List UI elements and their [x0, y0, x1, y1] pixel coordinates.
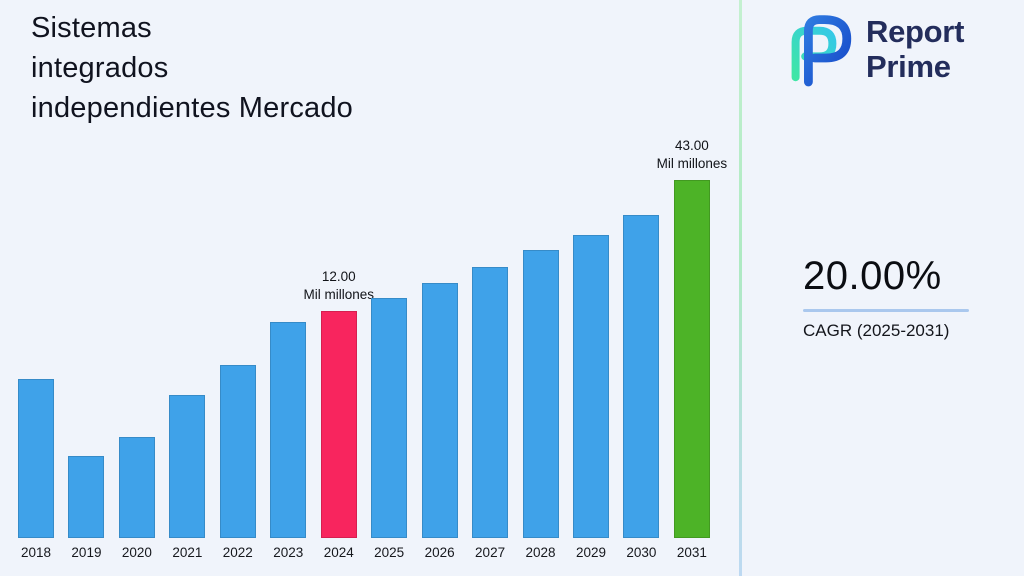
- x-axis-label: 2031: [676, 545, 707, 560]
- page-title: Sistemas integrados independientes Merca…: [31, 8, 353, 128]
- x-axis-label: 2028: [525, 545, 556, 560]
- cagr-value: 20.00%: [803, 254, 942, 298]
- x-axis-label: 2020: [121, 545, 152, 560]
- page-title-line: integrados: [31, 52, 169, 84]
- x-axis-label: 2025: [374, 545, 405, 560]
- bar-item: 2030: [623, 215, 660, 562]
- x-axis-label: 2024: [323, 545, 354, 560]
- bar-item: 2025: [371, 298, 408, 562]
- brand-name-line: Prime: [866, 49, 951, 84]
- x-axis-label: 2029: [575, 545, 606, 560]
- cagr-label: CAGR (2025-2031): [803, 321, 950, 340]
- x-axis-label: 2023: [273, 545, 304, 560]
- bar-item: 2026: [421, 283, 458, 562]
- page-title-line: Sistemas: [31, 12, 152, 44]
- x-axis-label: 2019: [71, 545, 102, 560]
- cagr-underline: [803, 309, 969, 312]
- x-axis-label: 2026: [424, 545, 455, 560]
- bar-2020: [118, 437, 155, 538]
- bar-2031: [673, 180, 710, 538]
- bar-2026: [421, 283, 458, 538]
- vertical-divider: [739, 0, 742, 576]
- bar-2021: [169, 395, 206, 538]
- bar-2023: [270, 322, 307, 538]
- bar-item: 2029: [572, 235, 609, 562]
- bar-2024: [320, 311, 357, 538]
- bar-2029: [572, 235, 609, 538]
- bar-item: 2028: [522, 250, 559, 562]
- bar-item: 12.00 Mil millones 2024: [303, 268, 374, 562]
- bar-item: 2027: [472, 267, 509, 562]
- bar-item: 2019: [68, 456, 105, 562]
- bar-2018: [18, 379, 54, 538]
- brand: Report Prime: [776, 10, 964, 90]
- bar-annotation: 12.00 Mil millones: [303, 268, 374, 302]
- brand-name-line: Report: [866, 14, 965, 50]
- bar-chart: 2018 2019 2020 2021 2022 2023 12.00 Mil millone…: [18, 32, 728, 562]
- bar-2025: [371, 298, 408, 538]
- cagr-panel: 20.00% CAGR (2025-2031): [803, 254, 993, 341]
- bar-2030: [623, 215, 660, 538]
- x-axis-label: 2021: [172, 545, 203, 560]
- bar-annotation: 43.00 Mil millones: [656, 137, 728, 171]
- bar-item: 43.00 Mil millones 2031: [657, 137, 728, 562]
- x-axis-label: 2022: [222, 545, 253, 560]
- page-title-line: independientes Mercado: [31, 92, 354, 124]
- brand-name: Report Prime: [866, 15, 964, 84]
- x-axis-label: 2027: [475, 545, 506, 560]
- bar-2019: [68, 456, 105, 538]
- bar-item: 2020: [118, 437, 155, 562]
- bar-2027: [472, 267, 509, 538]
- bar-item: 2023: [270, 322, 307, 562]
- bar-item: 2022: [219, 365, 256, 562]
- x-axis-label: 2030: [626, 545, 657, 560]
- x-axis-label: 2018: [20, 545, 52, 560]
- bar-item: 2018: [18, 379, 54, 562]
- report-prime-logo-icon: [776, 10, 860, 90]
- bar-item: 2021: [169, 395, 206, 562]
- bar-2028: [522, 250, 559, 538]
- bar-2022: [219, 365, 256, 538]
